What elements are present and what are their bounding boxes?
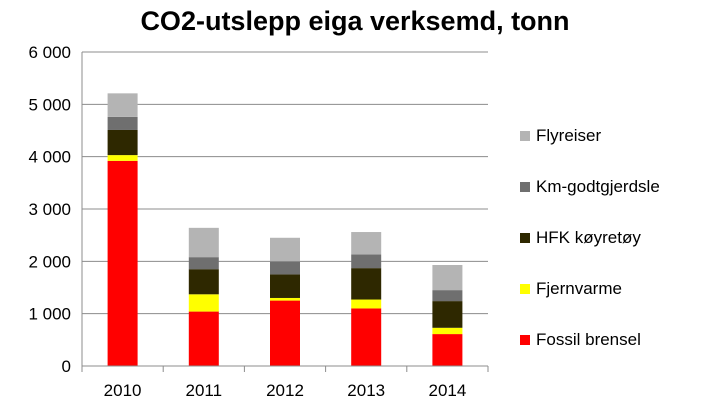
- bar-segment: [432, 327, 463, 335]
- bar-segment: [270, 261, 300, 275]
- bar-segment: [351, 268, 382, 300]
- legend-item: Fossil brensel: [520, 328, 641, 352]
- legend-swatch: [520, 182, 530, 192]
- x-tick-label: 2012: [266, 381, 304, 400]
- x-tick-label: 2010: [104, 381, 142, 400]
- bar-segment: [351, 299, 382, 309]
- bars: [107, 93, 463, 366]
- bar-segment: [432, 301, 463, 328]
- bar-segment: [432, 334, 463, 366]
- legend-swatch: [520, 131, 530, 141]
- chart-title: CO2-utslepp eiga verksemd, tonn: [140, 6, 570, 36]
- y-tick-label: 6 000: [28, 43, 71, 62]
- legend-label: Flyreiser: [536, 126, 602, 145]
- bar-segment: [270, 297, 300, 301]
- legend-label: Fossil brensel: [536, 330, 641, 349]
- legend-item: Flyreiser: [520, 124, 601, 148]
- bar-segment: [107, 155, 138, 161]
- y-tick-label: 4 000: [28, 148, 71, 167]
- bar-segment: [351, 254, 382, 269]
- x-axis: 2010 2011 2012 2013 2014: [81, 365, 489, 400]
- legend-label: Fjernvarme: [536, 279, 622, 298]
- bar-segment: [107, 116, 138, 130]
- bar-segment: [188, 311, 219, 366]
- x-tick-label: 2013: [347, 381, 385, 400]
- bar-segment: [188, 294, 219, 312]
- legend-item: HFK køyretøy: [520, 226, 641, 250]
- bar-segment: [107, 93, 138, 117]
- y-tick-label: 0: [62, 357, 71, 376]
- bar-segment: [270, 300, 300, 366]
- bar-segment: [107, 129, 138, 156]
- legend-label: HFK køyretøy: [536, 228, 641, 247]
- legend-swatch: [520, 284, 530, 294]
- x-tick-label: 2011: [186, 381, 223, 400]
- x-tick-label: 2014: [428, 381, 466, 400]
- y-tick-label: 3 000: [28, 200, 71, 219]
- bar-segment: [188, 227, 219, 258]
- bar-segment: [351, 232, 382, 255]
- bar-segment: [432, 290, 463, 302]
- bar-segment: [107, 160, 138, 366]
- legend-item: Fjernvarme: [520, 277, 622, 301]
- legend-swatch: [520, 233, 530, 243]
- bar-segment: [432, 264, 463, 291]
- bar-segment: [351, 308, 382, 366]
- y-axis: 0 1 000 2 000 3 000 4 000 5 000 6 000: [28, 43, 83, 376]
- y-tick-label: 1 000: [28, 305, 71, 324]
- bar-segment: [270, 274, 300, 298]
- y-tick-label: 2 000: [28, 252, 71, 271]
- legend-label: Km-godtgjerdsle: [536, 177, 660, 196]
- y-tick-label: 5 000: [28, 95, 71, 114]
- bar-segment: [188, 257, 219, 270]
- legend-swatch: [520, 335, 530, 345]
- legend-item: Km-godtgjerdsle: [520, 175, 660, 199]
- bar-segment: [270, 237, 300, 262]
- bar-segment: [188, 269, 219, 295]
